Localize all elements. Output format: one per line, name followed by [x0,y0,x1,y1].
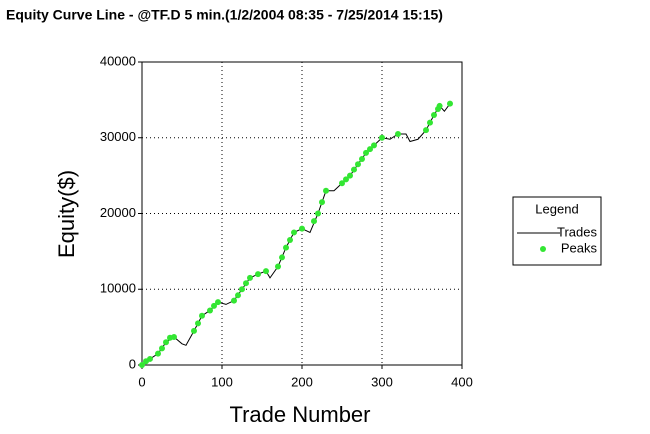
peak-point [139,362,145,368]
x-tick-label: 400 [451,374,473,389]
peak-point [351,166,357,173]
peak-point [291,229,297,236]
x-axis-label: Trade Number [229,402,370,427]
peak-point [347,172,353,179]
peak-point [323,187,329,194]
peak-point [379,134,385,141]
peak-point [147,355,153,362]
peak-point [427,119,433,126]
x-tick-label: 200 [291,374,313,389]
peak-point [195,320,201,327]
peak-point [299,225,305,232]
peak-point [255,271,261,278]
y-tick-label: 0 [129,356,136,371]
peak-point [215,299,221,306]
peak-point [155,350,161,357]
x-tick-label: 300 [371,374,393,389]
peak-point [287,237,293,244]
peak-point [367,146,373,153]
peak-point [191,327,197,334]
peak-point [371,142,377,149]
x-tick-label: 0 [138,374,145,389]
peak-point [235,292,241,299]
y-tick-label: 20000 [100,205,136,220]
legend-label: Peaks [561,240,598,255]
peak-point [171,333,177,340]
peak-point [239,286,245,293]
peak-point [355,161,361,168]
peak-point [363,149,369,156]
peak-point [339,180,345,187]
legend-title: Legend [535,201,578,216]
peak-point [423,127,429,134]
y-tick-label: 30000 [100,129,136,144]
peak-point [279,254,285,261]
peak-point [231,297,237,304]
peak-point [159,345,165,352]
peak-point [263,268,269,275]
legend-dot [540,246,546,252]
peak-point [311,218,317,225]
y-tick-label: 40000 [100,53,136,68]
y-axis-label: Equity($) [54,170,79,258]
peak-point [395,130,401,137]
peak-point [343,176,349,183]
peak-point [247,274,253,281]
peak-point [283,244,289,251]
peak-point [243,280,249,287]
y-tick-label: 10000 [100,281,136,296]
peak-point [359,155,365,162]
legend-label: Trades [557,224,597,239]
peak-point [207,307,213,314]
x-tick-label: 100 [211,374,233,389]
chart-title: Equity Curve Line - @TF.D 5 min.(1/2/200… [6,7,443,23]
peak-point [436,102,443,109]
peak-point [319,199,325,206]
peak-point [315,210,321,217]
peak-point [275,263,281,270]
peak-point [447,100,453,107]
peak-point [199,312,205,319]
legend-box [512,196,602,266]
peak-point [431,112,437,119]
peak-point [211,302,217,309]
peak-point [163,339,169,346]
